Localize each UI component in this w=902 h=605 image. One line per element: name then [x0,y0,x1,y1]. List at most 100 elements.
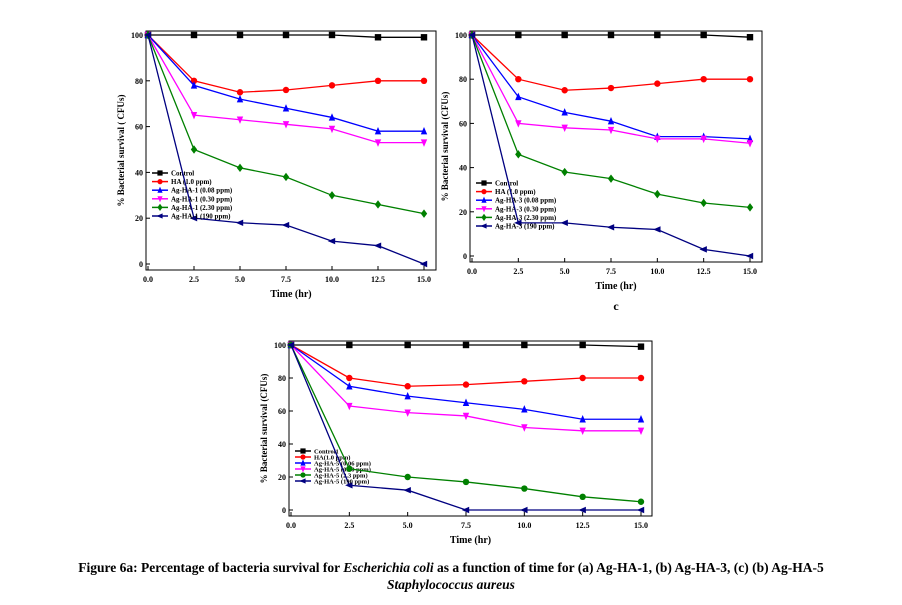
marker-diamond [607,174,615,183]
x-tick-label: 10.0 [517,521,531,530]
marker-diamond [328,191,336,200]
marker-triangle-up [346,382,353,390]
x-tick-label: 0.0 [143,275,153,284]
marker-circle [579,374,586,382]
marker-triangle-up [157,186,163,193]
caption-organism-1: Escherichia coli [343,560,434,575]
y-tick-label: 60 [135,123,143,132]
y-tick-label: 60 [459,119,467,128]
x-tick-label: 2.5 [344,521,354,530]
marker-triangle-up [462,398,470,406]
x-tick-label: 7.5 [281,275,291,284]
y-axis-label: % Bacterial survival ( CFUs) [116,95,126,207]
marker-triangle-left [327,237,336,245]
marker-triangle-down [579,427,586,435]
marker-square [420,34,428,41]
marker-circle [328,82,336,89]
marker-triangle-up [515,92,522,101]
x-tick-label: 12.5 [576,521,590,530]
marker-triangle-left [578,506,586,514]
y-tick-label: 40 [459,164,467,173]
marker-triangle-left [299,478,306,484]
y-tick-label: 40 [278,440,286,449]
marker-triangle-down [654,135,661,144]
marker-triangle-left [606,224,615,231]
x-axis-label: Time (hr) [270,289,311,300]
marker-circle [404,473,411,481]
marker-triangle-left [286,341,295,349]
marker-triangle-up [579,415,586,423]
series-6 [143,31,428,268]
series-6 [286,341,645,514]
series-1 [287,341,645,350]
marker-triangle-left [636,506,645,514]
marker-triangle-left [480,223,487,229]
marker-triangle-down [282,121,290,129]
marker-triangle-down [481,206,487,213]
series-4 [287,341,645,435]
marker-triangle-up [637,415,645,423]
legend-label: HA (1.0 ppm) [171,178,212,186]
marker-circle [300,454,306,460]
x-tick-label: 0.0 [467,267,477,276]
marker-triangle-down [157,196,163,203]
x-tick-label: 2.5 [513,267,523,276]
legend-label: HA (1.0 ppm) [495,188,536,196]
marker-square [190,31,198,39]
marker-diamond [157,203,163,211]
x-axis-label: Time (hr) [450,535,491,546]
x-tick-label: 10.0 [650,267,664,276]
x-tick-label: 5.0 [235,275,245,284]
series-5 [144,30,428,218]
x-tick-label: 7.5 [461,521,471,530]
marker-diamond [515,150,522,159]
marker-triangle-down [637,427,645,435]
y-tick-label: 20 [135,214,143,223]
marker-triangle-down [462,412,470,421]
marker-triangle-left [345,482,353,489]
legend-label: Control [495,180,518,188]
marker-triangle-left [461,506,470,514]
marker-triangle-left [419,260,428,268]
marker-triangle-left [520,506,528,514]
marker-square [746,34,754,41]
caption-prefix: Figure 6a: Percentage of bacteria surviv… [78,560,344,575]
y-tick-label: 80 [459,75,467,84]
marker-circle [561,87,568,94]
legend-label: Ag-HA-3 (0.30 ppm) [495,205,557,213]
marker-circle [420,77,428,85]
marker-square [462,341,470,349]
x-tick-label: 15.0 [743,267,757,276]
marker-triangle-up [561,108,568,116]
series-5 [468,30,754,212]
legend-label: Ag-HA-1 (0.30 ppm) [171,195,233,203]
marker-square [374,34,382,41]
y-axis-label: % Bacterial survival (CFUs) [259,374,269,484]
series-line [147,34,424,93]
chart-2: 0.0 2.5 5.0 7.5 10.0 12.5 15.0 0 20 40 60 80 100 Time… [440,30,763,313]
marker-circle [462,478,470,486]
marker-square [579,341,586,349]
marker-square [404,341,411,349]
marker-diamond [374,200,382,209]
x-tick-label: 12.5 [371,275,385,284]
marker-triangle-left [189,215,198,222]
legend-label: Ag-HA-1 (0.08 ppm) [171,187,233,195]
marker-circle [300,472,306,478]
y-tick-label: 20 [278,473,286,482]
legend-label: Ag-HA-1 (2.30 ppm) [171,204,233,212]
marker-circle [521,485,528,492]
chart-3: 0.0 2.5 5.0 7.5 10.0 12.5 15.0 0 20 40 60 80 100 Time… [259,340,653,546]
y-tick-label: 0 [139,260,143,269]
legend-label: HA(1.0 ppm) [314,455,350,462]
legend-label: Ag-HA-5 (2.3 ppm) [314,473,368,480]
legend-label: Ag-HA-3 (0.08 ppm) [495,197,557,205]
marker-circle [404,383,411,390]
marker-circle [190,77,198,85]
y-tick-label: 0 [282,506,286,515]
marker-triangle-left [560,219,568,227]
marker-square [561,31,568,39]
y-tick-label: 60 [278,407,286,416]
marker-triangle-left [281,221,290,229]
chart-1: 0.0 2.5 5.0 7.5 10.0 12.5 15.0 0 20 40 60 80 100 Time… [116,30,437,300]
